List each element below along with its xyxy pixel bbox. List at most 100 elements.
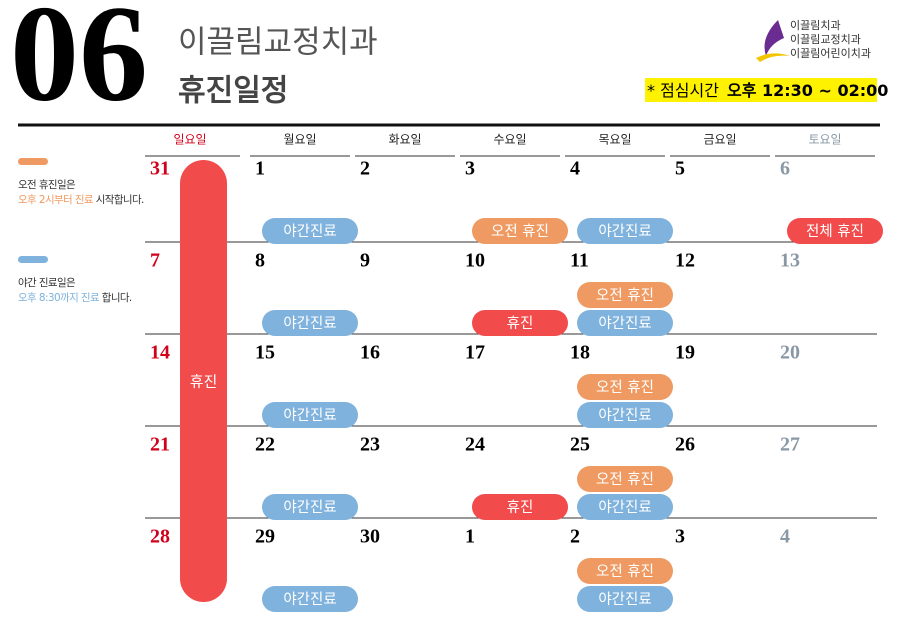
date-number: 22 — [255, 434, 275, 456]
date-number: 25 — [570, 434, 590, 456]
legend-rest: 시작합니다. — [93, 194, 144, 206]
event-label: 오전 휴진 — [491, 223, 549, 240]
sunday-closed-label: 휴진 — [190, 373, 218, 391]
date-number: 4 — [570, 158, 580, 180]
date-number: 1 — [255, 158, 265, 180]
event-pill — [472, 218, 568, 244]
legend-text: 오후 8:30까지 진료 합니다. — [18, 292, 132, 304]
event-pill — [577, 310, 673, 336]
weekday-label: 일요일 — [173, 133, 206, 147]
event-label: 야간진료 — [283, 591, 336, 608]
date-number: 3 — [675, 526, 685, 548]
date-number: 29 — [255, 526, 275, 548]
event-label: 야간진료 — [598, 499, 651, 516]
event-pill — [472, 310, 568, 336]
date-number: 6 — [780, 158, 790, 180]
month: 06 — [10, 0, 148, 130]
logo-text: 이끌림치과 — [790, 19, 841, 32]
date-number: 17 — [465, 342, 485, 364]
event-label: 야간진료 — [598, 315, 651, 332]
logo-mark — [764, 20, 784, 56]
event-pill — [577, 494, 673, 520]
date-number: 5 — [675, 158, 685, 180]
legend-highlight: 오후 8:30까지 진료 — [18, 292, 100, 304]
weekday-label: 목요일 — [598, 133, 631, 147]
event-label: 야간진료 — [283, 407, 336, 424]
date-number: 13 — [780, 250, 800, 272]
date-number: 30 — [360, 526, 380, 548]
date-number: 2 — [360, 158, 370, 180]
logo-text: 이끌림교정치과 — [790, 33, 861, 46]
event-pill — [472, 494, 568, 520]
event-pill — [577, 282, 673, 308]
date-number: 14 — [150, 342, 170, 364]
event-label: 오전 휴진 — [596, 471, 654, 488]
date-number: 20 — [780, 342, 800, 364]
event-pill — [262, 218, 358, 244]
event-label: 휴진 — [507, 315, 534, 332]
weekday-label: 월요일 — [283, 133, 316, 147]
date-number: 4 — [780, 526, 790, 548]
date-number: 28 — [150, 526, 170, 548]
weekday-label: 수요일 — [493, 133, 526, 147]
legend-text: 오후 2시부터 진료 시작합니다. — [18, 194, 144, 206]
event-pill — [577, 586, 673, 612]
weekday-label: 금요일 — [703, 133, 736, 147]
event-label: 야간진료 — [598, 223, 651, 240]
lunch-info: * 점심시간 오후 12:30 ~ 02:00 — [647, 81, 888, 100]
event-pill — [577, 374, 673, 400]
legend-swatch — [18, 158, 48, 165]
event-pill — [787, 218, 883, 244]
date-number: 12 — [675, 250, 695, 272]
legend-highlight: 오후 2시부터 진료 — [18, 194, 94, 206]
date-number: 8 — [255, 250, 265, 272]
legend-text: 오전 휴진일은 — [18, 178, 76, 191]
event-pill — [262, 310, 358, 336]
date-number: 26 — [675, 434, 695, 456]
logo — [756, 20, 790, 62]
lunch-time: 오후 12:30 ~ 02:00 — [727, 81, 888, 100]
logo-text: 이끌림어린이치과 — [790, 47, 871, 60]
event-label: 야간진료 — [598, 407, 651, 424]
event-pill — [577, 558, 673, 584]
lunch-highlight — [645, 78, 877, 102]
date-number: 10 — [465, 250, 485, 272]
date-number: 16 — [360, 342, 380, 364]
event-pill — [262, 494, 358, 520]
date-number: 1 — [465, 526, 475, 548]
event-label: 오전 휴진 — [596, 379, 654, 396]
date-number: 7 — [150, 250, 160, 272]
date-number: 9 — [360, 250, 370, 272]
event-label: 야간진료 — [283, 499, 336, 516]
logo-mark — [756, 53, 790, 62]
event-pill — [262, 586, 358, 612]
legend-rest: 합니다. — [99, 292, 132, 304]
legend-text: 야간 진료일은 — [18, 276, 76, 289]
lunch-label: * 점심시간 — [647, 81, 719, 100]
date-number: 15 — [255, 342, 275, 364]
date-number: 2 — [570, 526, 580, 548]
date-number: 19 — [675, 342, 695, 364]
event-label: 야간진료 — [283, 223, 336, 240]
date-number: 3 — [465, 158, 475, 180]
event-pill — [577, 218, 673, 244]
date-number: 23 — [360, 434, 380, 456]
event-label: 오전 휴진 — [596, 287, 654, 304]
event-label: 전체 휴진 — [806, 223, 864, 240]
date-number: 18 — [570, 342, 590, 364]
event-label: 야간진료 — [283, 315, 336, 332]
event-pill — [577, 466, 673, 492]
date-number: 24 — [465, 434, 485, 456]
event-pill — [577, 402, 673, 428]
sunday-closed-bar — [180, 160, 227, 602]
date-number: 27 — [780, 434, 800, 456]
event-label: 오전 휴진 — [596, 563, 654, 580]
weekday-label: 화요일 — [388, 133, 421, 147]
page-title: 휴진일정 — [178, 74, 288, 109]
date-number: 21 — [150, 434, 170, 456]
weekday-label: 토요일 — [808, 133, 841, 147]
date-number: 11 — [570, 250, 589, 272]
